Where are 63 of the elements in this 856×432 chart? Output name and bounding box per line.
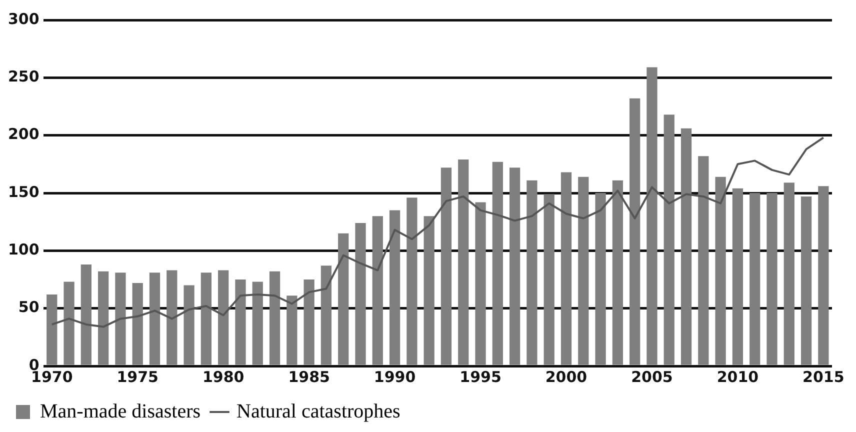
bar — [149, 272, 160, 365]
bar — [115, 272, 126, 365]
bar — [544, 194, 554, 365]
bar — [372, 216, 383, 365]
bar — [800, 196, 812, 365]
bar — [406, 198, 418, 365]
bar — [389, 210, 400, 365]
bar — [320, 266, 332, 365]
bar — [732, 188, 744, 365]
bar — [664, 114, 674, 365]
bar — [766, 193, 778, 365]
x-tick-label: 1980 — [202, 368, 244, 386]
bar — [200, 272, 212, 365]
x-tick-label: 1975 — [116, 368, 158, 386]
bar — [46, 294, 58, 365]
bar — [252, 282, 263, 365]
x-tick-label: 1990 — [374, 368, 416, 386]
x-tick-label: 1995 — [460, 368, 502, 386]
bar — [80, 264, 92, 365]
bar — [355, 222, 366, 365]
bar — [509, 168, 520, 365]
bar — [595, 193, 606, 365]
bar — [750, 193, 760, 365]
x-tick-label: 2005 — [631, 368, 673, 386]
y-tick-label: 300 — [8, 10, 40, 28]
y-tick-label: 200 — [8, 125, 40, 144]
bar — [98, 271, 109, 365]
bar — [269, 271, 280, 365]
bar — [715, 176, 726, 365]
bar — [526, 180, 538, 365]
bar — [304, 280, 314, 365]
bar — [475, 202, 486, 365]
x-tick-label: 2015 — [802, 368, 844, 386]
bar — [784, 182, 794, 365]
bar — [646, 67, 658, 365]
bar — [184, 285, 194, 365]
bar — [612, 180, 623, 365]
bar — [818, 186, 829, 365]
bar — [440, 168, 452, 365]
legend-label: Man-made disasters — [40, 400, 201, 422]
bar — [338, 233, 349, 365]
bar — [64, 282, 74, 365]
bar — [630, 98, 640, 365]
bar — [458, 160, 469, 365]
y-tick-label: 100 — [8, 240, 40, 259]
bar — [680, 128, 692, 365]
bar — [698, 156, 709, 365]
legend-label: Natural catastrophes — [236, 400, 401, 422]
y-tick-label: 50 — [18, 298, 40, 316]
bar — [424, 216, 434, 365]
y-tick-label: 150 — [8, 182, 40, 201]
bar — [492, 162, 503, 365]
bar — [286, 296, 298, 365]
bar — [235, 280, 246, 365]
x-tick-label: 1985 — [288, 368, 330, 386]
x-tick-label: 2010 — [716, 368, 759, 386]
bar — [578, 176, 589, 365]
bar — [166, 270, 178, 365]
bar — [218, 270, 229, 365]
y-tick-label: 250 — [8, 68, 40, 86]
bar — [560, 172, 572, 365]
bar — [132, 282, 143, 365]
x-tick-label: 2000 — [545, 368, 588, 386]
